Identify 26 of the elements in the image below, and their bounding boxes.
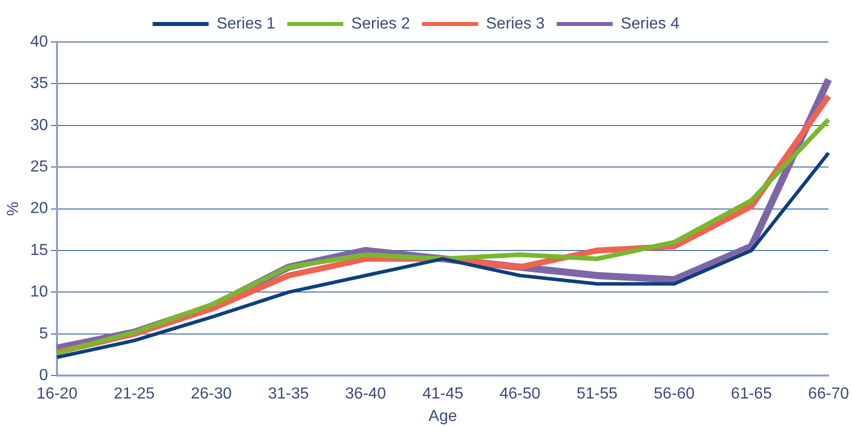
legend-label: Series 3	[486, 15, 545, 32]
x-tick-label: 51-55	[576, 386, 618, 403]
x-tick-label: 61-65	[730, 386, 772, 403]
y-tick-label: 0	[39, 367, 48, 384]
x-tick-label: 36-40	[345, 386, 386, 403]
x-axis-title: Age	[428, 408, 458, 425]
y-axis-title: %	[5, 202, 22, 216]
x-tick-label: 21-25	[114, 386, 155, 403]
y-tick-label: 5	[39, 325, 48, 342]
y-tick-label: 15	[30, 242, 48, 259]
y-tick-label: 40	[30, 33, 48, 50]
x-tick-label: 56-60	[654, 386, 695, 403]
x-tick-label: 41-45	[422, 386, 464, 403]
legend-label: Series 4	[620, 15, 680, 32]
y-tick-label: 30	[30, 116, 48, 134]
x-tick-label: 31-35	[268, 386, 310, 403]
y-tick-label: 35	[30, 75, 48, 92]
legend-label: Series 1	[216, 15, 276, 32]
y-tick-label: 20	[30, 200, 48, 218]
x-tick-label: 16-20	[36, 386, 78, 403]
x-tick-label: 46-50	[499, 386, 540, 403]
legend-label: Series 2	[351, 15, 410, 32]
y-tick-label: 10	[30, 284, 48, 301]
x-tick-label: 66-70	[808, 386, 850, 403]
y-tick-label: 25	[30, 158, 48, 176]
x-tick-label: 26-30	[190, 386, 232, 403]
